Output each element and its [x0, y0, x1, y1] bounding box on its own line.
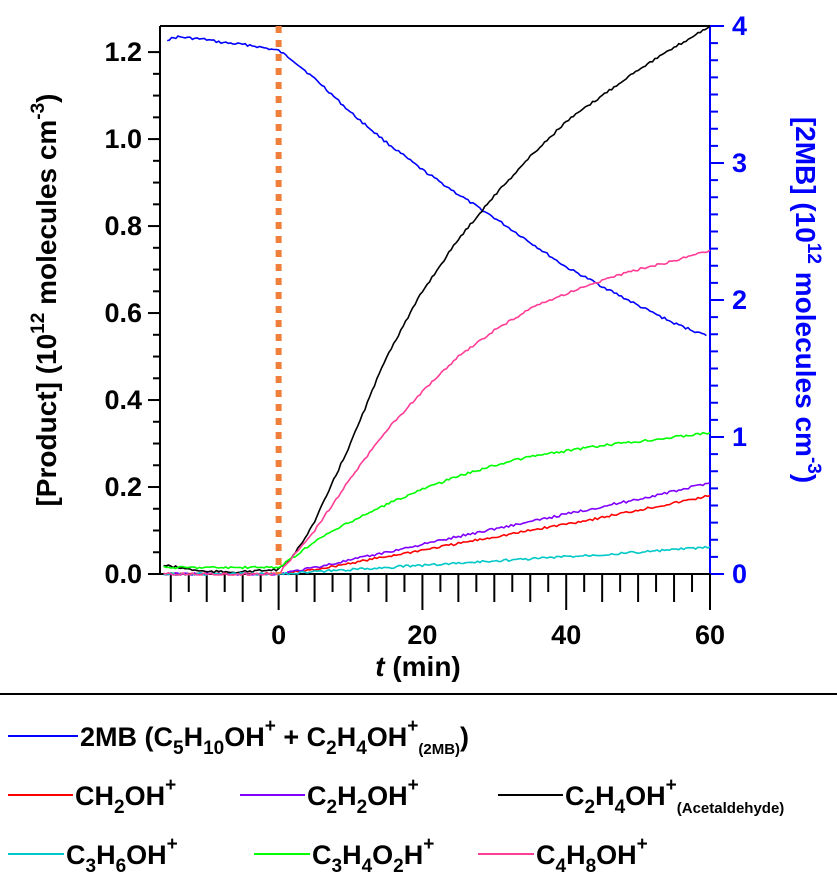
y-right-tick-label: 0: [732, 559, 747, 589]
series-line-c3h4o2h: [163, 431, 711, 570]
x-tick-label: 0: [271, 620, 286, 650]
legend-label: C3H6OH+: [66, 834, 178, 877]
y-right-tick-label: 2: [732, 285, 747, 315]
legend-item-c3h6oh: C3H6OH+: [8, 834, 178, 877]
legend-label: C4H8OH+: [536, 834, 648, 877]
legend-item-c4h8oh: C4H8OH+: [478, 834, 648, 877]
legend-label: C2H4OH+(Acetaldehyde): [565, 775, 784, 818]
legend-item-c3h4o2h: C3H4O2H+: [254, 834, 434, 877]
legend-item-2mb: 2MB (C5H10OH+ + C2H4OH+(2MB)): [8, 716, 469, 759]
y-left-tick-label: 1.0: [104, 124, 142, 154]
legend-label: C2H2OH+: [307, 775, 419, 818]
legend-label: 2MB (C5H10OH+ + C2H4OH+(2MB)): [80, 716, 469, 759]
axis-ticks: [148, 25, 724, 610]
series-line-c2h4oh_acet: [163, 25, 711, 574]
legend-item-c2h2oh: C2H2OH+: [240, 775, 419, 818]
y-axis-label-left: [Product] (1012 molecules cm-3): [28, 93, 62, 506]
series-line-ch2oh: [163, 494, 711, 577]
legend-item-ch2oh: CH2OH+: [8, 775, 176, 818]
y-left-tick-label: 1.2: [104, 37, 142, 67]
legend-item-c2h4oh_acet: C2H4OH+(Acetaldehyde): [498, 775, 784, 818]
x-tick-label: 20: [407, 620, 437, 650]
series-line-c2h2oh: [163, 481, 711, 577]
y-left-tick-label: 0.2: [104, 472, 142, 502]
y-left-tick-label: 0.8: [104, 211, 142, 241]
y-left-tick-label: 0.0: [104, 559, 142, 589]
y-right-tick-label: 3: [732, 148, 747, 178]
legend-label: C3H4O2H+: [312, 834, 434, 877]
legend: 2MB (C5H10OH+ + C2H4OH+(2MB)) CH2OH+ C2H2O…: [0, 693, 837, 877]
y-left-tick-label: 0.4: [104, 385, 142, 415]
x-axis-label: t (min): [375, 651, 461, 682]
x-tick-label: 40: [551, 620, 581, 650]
y-right-tick-label: 1: [732, 422, 747, 452]
series-line-c4h8oh: [163, 249, 711, 577]
series-layer: [163, 25, 711, 577]
y-left-tick-label: 0.6: [104, 298, 142, 328]
x-tick-label: 60: [695, 620, 725, 650]
y-right-tick-label: 4: [732, 11, 747, 41]
series-line-2mb: [167, 35, 707, 337]
legend-label: CH2OH+: [75, 775, 176, 818]
y-axis-label-right: [2MB] (1012 molecules cm-3): [790, 117, 824, 483]
